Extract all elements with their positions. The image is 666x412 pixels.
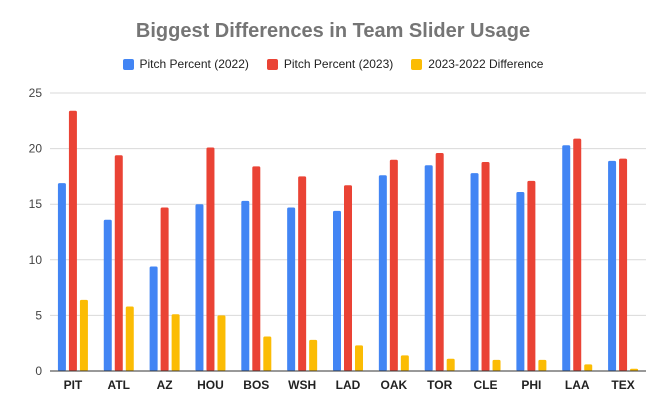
bar — [149, 266, 158, 371]
legend-label: Pitch Percent (2022) — [139, 57, 249, 71]
bar — [206, 147, 215, 371]
x-tick-label: HOU — [197, 378, 224, 392]
bar — [57, 183, 66, 371]
bar — [287, 207, 296, 371]
legend-item: Pitch Percent (2023) — [266, 57, 394, 71]
x-tick-label: LAA — [565, 378, 590, 392]
bar — [608, 160, 617, 371]
bar — [263, 336, 272, 371]
bar — [562, 145, 571, 371]
bar — [446, 358, 455, 371]
bar — [298, 176, 307, 371]
bar — [241, 200, 250, 371]
bar — [516, 191, 525, 371]
x-tick-label: TOR — [427, 378, 452, 392]
x-tick-label: PHI — [521, 378, 541, 392]
x-tick-label: PIT — [64, 378, 83, 392]
x-tick-label: TEX — [611, 378, 634, 392]
legend-swatch — [122, 58, 134, 70]
bar — [527, 180, 536, 371]
legend-swatch — [266, 58, 278, 70]
bar — [355, 345, 363, 371]
bar — [195, 204, 204, 371]
bar — [378, 175, 387, 371]
legend: Pitch Percent (2022) Pitch Percent (2023)… — [0, 57, 666, 71]
bar — [160, 207, 169, 371]
bar — [309, 339, 318, 371]
y-tick-label: 0 — [35, 364, 42, 378]
x-tick-label: BOS — [243, 378, 269, 392]
legend-item: Pitch Percent (2022) — [122, 57, 249, 71]
y-tick-label: 15 — [29, 197, 43, 211]
bar — [344, 185, 352, 371]
bar — [424, 165, 433, 371]
bar — [584, 364, 593, 371]
bar — [125, 306, 134, 371]
x-tick-label: AZ — [157, 378, 173, 392]
bar — [103, 219, 112, 371]
bar — [400, 355, 409, 371]
bar — [389, 159, 398, 371]
x-tick-label: CLE — [474, 378, 498, 392]
legend-item: 2023-2022 Difference — [411, 57, 543, 71]
bar — [68, 110, 77, 372]
bar — [217, 315, 226, 371]
chart-title: Biggest Differences in Team Slider Usage — [135, 20, 531, 42]
x-tick-label: OAK — [381, 378, 408, 392]
legend-swatch — [411, 58, 423, 70]
bar — [619, 158, 628, 371]
x-tick-label: ATL — [108, 378, 130, 392]
x-tick-label: LAD — [336, 378, 361, 392]
bar — [573, 138, 582, 371]
legend-label: Pitch Percent (2023) — [283, 57, 394, 71]
y-tick-label: 10 — [29, 253, 43, 267]
bar — [114, 155, 123, 371]
bar — [171, 314, 180, 371]
bar — [333, 210, 341, 371]
bar — [252, 166, 261, 371]
bar — [538, 359, 547, 371]
bar — [492, 359, 501, 371]
bar — [630, 368, 639, 371]
y-tick-label: 25 — [29, 86, 43, 100]
bar — [79, 299, 88, 371]
y-tick-label: 5 — [35, 308, 42, 322]
legend-label: 2023-2022 Difference — [428, 57, 544, 71]
bar — [435, 153, 444, 371]
x-tick-label: WSH — [288, 378, 316, 392]
y-tick-label: 20 — [29, 142, 43, 156]
bar — [470, 173, 479, 371]
bar — [481, 161, 490, 371]
